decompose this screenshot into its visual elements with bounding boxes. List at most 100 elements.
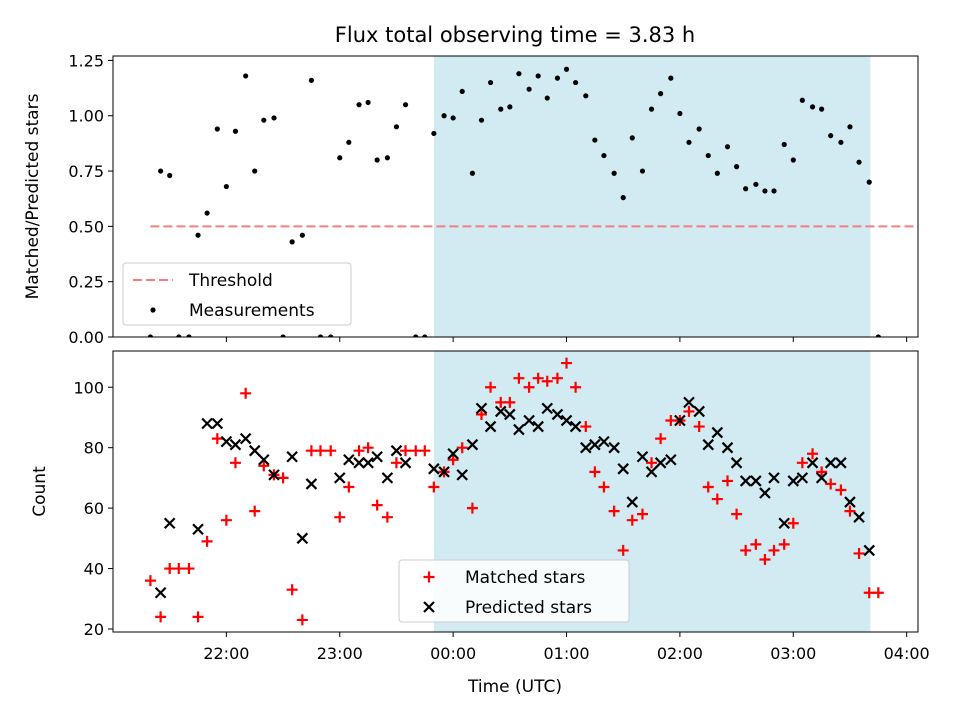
data-point: [711, 426, 724, 439]
axes-frame: [112, 55, 919, 338]
legend-label: Threshold: [188, 271, 273, 291]
data-point: [658, 91, 664, 97]
data-point: [334, 511, 346, 523]
data-point: [261, 117, 267, 123]
data-point: [258, 460, 270, 472]
data-point: [447, 454, 459, 466]
x-tick-label: 03:00: [770, 644, 816, 663]
data-point: [750, 538, 762, 550]
data-point: [305, 478, 318, 490]
data-point: [759, 487, 771, 499]
data-point: [824, 457, 837, 469]
legend: Matched stars Predicted stars: [398, 559, 630, 623]
data-point: [853, 547, 865, 559]
data-point: [211, 417, 224, 430]
data-point: [787, 475, 800, 487]
data-point: [847, 124, 853, 130]
shaded-interval: [433, 56, 871, 337]
y-tick-label: 0.00: [68, 328, 104, 347]
data-point: [693, 421, 705, 433]
data-point: [223, 183, 229, 190]
data-point: [626, 514, 638, 526]
data-point: [308, 77, 315, 83]
data-point: [147, 334, 154, 337]
data-point: [570, 381, 582, 393]
data-point: [589, 466, 601, 478]
data-point: [731, 508, 743, 520]
data-point: [400, 445, 412, 457]
data-point: [844, 505, 856, 517]
data-point: [229, 457, 241, 469]
data-point: [337, 155, 343, 161]
data-point: [393, 124, 400, 130]
series-predicted-stars: [154, 396, 876, 599]
data-point: [526, 86, 532, 92]
data-point: [438, 466, 450, 478]
data-point: [201, 417, 213, 430]
data-point: [705, 152, 711, 159]
data-point: [875, 334, 881, 337]
data-point: [753, 181, 759, 187]
data-point: [686, 139, 692, 145]
data-point: [507, 104, 513, 110]
data-point: [683, 405, 695, 417]
data-point: [271, 115, 277, 121]
x-tick-label: 00:00: [430, 644, 476, 663]
data-point: [155, 611, 167, 623]
data-point: [214, 126, 220, 132]
data-point: [365, 99, 371, 106]
data-point: [674, 414, 686, 427]
data-point: [601, 152, 607, 159]
data-point: [677, 110, 683, 117]
data-point: [422, 334, 428, 337]
data-point: [572, 79, 579, 86]
data-point: [258, 453, 270, 466]
data-point: [381, 472, 394, 484]
x-axis-label: Time (UTC): [467, 677, 562, 697]
data-point: [504, 396, 516, 408]
data-point: [249, 505, 261, 517]
data-point: [636, 450, 649, 463]
data-point: [702, 481, 714, 493]
data-point: [733, 164, 740, 170]
x-tick-label: 23:00: [317, 644, 363, 663]
data-point: [343, 481, 355, 493]
data-point: [806, 457, 819, 469]
data-point: [617, 463, 629, 475]
x-tick-label: 02:00: [657, 644, 703, 663]
data-point: [371, 499, 383, 511]
data-point: [390, 444, 403, 457]
data-point: [551, 408, 564, 421]
data-point: [554, 75, 561, 81]
data-point: [371, 450, 383, 463]
legend-label: Matched stars: [465, 568, 585, 588]
data-point: [819, 106, 825, 112]
data-point: [629, 135, 635, 141]
y-tick-label: 1.25: [68, 51, 104, 70]
data-point: [289, 239, 295, 245]
data-point: [645, 466, 658, 478]
data-point: [598, 435, 610, 448]
data-point: [730, 457, 743, 469]
data-point: [532, 420, 544, 433]
data-point: [456, 442, 468, 454]
data-point: [711, 493, 723, 505]
legend-marker: [423, 571, 435, 583]
data-point: [799, 97, 805, 103]
data-point: [384, 155, 390, 161]
y-tick-label: 20: [84, 620, 104, 639]
data-point: [626, 496, 639, 508]
data-point: [317, 334, 324, 337]
x-tick-label: 01:00: [543, 644, 589, 663]
data-point: [856, 159, 862, 165]
data-point: [428, 463, 440, 475]
data-point: [343, 453, 355, 466]
data-point: [844, 496, 856, 508]
data-point: [466, 438, 479, 451]
data-point: [608, 441, 620, 454]
data-point: [523, 381, 535, 393]
data-point: [154, 586, 167, 599]
data-point: [866, 179, 872, 185]
data-point: [176, 334, 182, 337]
